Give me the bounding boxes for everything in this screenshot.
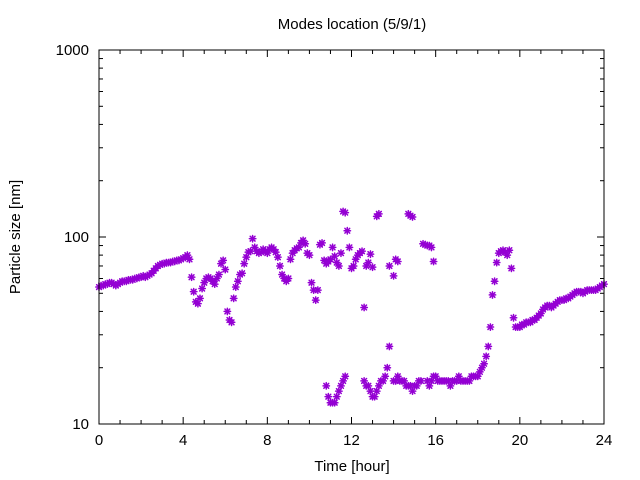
data-point xyxy=(393,257,402,266)
data-point xyxy=(341,208,350,217)
data-point xyxy=(214,270,223,279)
data-point xyxy=(362,262,371,270)
data-point xyxy=(366,387,375,396)
axis-tick-labels: 0 4 8 12 16 20 24 10 100 1000 xyxy=(56,42,613,449)
data-point xyxy=(227,318,236,327)
data-point xyxy=(492,258,501,267)
data-point xyxy=(343,226,352,235)
data-point xyxy=(193,299,202,308)
data-point xyxy=(210,280,219,289)
data-point xyxy=(324,392,333,401)
data-point xyxy=(328,243,337,252)
data-point xyxy=(374,209,383,218)
x-tick-label: 24 xyxy=(596,432,613,449)
data-point xyxy=(189,287,198,296)
axis-ticks xyxy=(98,50,605,425)
chart-title: Modes location (5/9/1) xyxy=(278,16,426,33)
data-point xyxy=(383,363,392,372)
x-axis-label: Time [hour] xyxy=(314,458,389,475)
data-point xyxy=(486,323,495,331)
data-point xyxy=(196,294,204,303)
data-point xyxy=(505,246,514,255)
data-point xyxy=(231,283,240,291)
data-point xyxy=(198,284,207,293)
x-tick-label: 0 xyxy=(95,432,103,449)
data-point xyxy=(368,263,377,272)
data-point xyxy=(305,251,314,260)
data-point xyxy=(334,262,343,270)
data-point xyxy=(509,313,518,322)
data-point xyxy=(358,247,366,256)
data-point xyxy=(416,376,425,385)
data-point xyxy=(490,277,499,286)
data-point xyxy=(429,257,438,266)
data-point xyxy=(313,286,322,295)
data-point xyxy=(286,255,295,264)
data-point xyxy=(273,253,282,262)
data-point xyxy=(484,342,493,351)
x-tick-label: 20 xyxy=(511,432,528,449)
data-point xyxy=(284,274,293,283)
data-point xyxy=(341,372,350,381)
data-point xyxy=(311,296,320,305)
data-point xyxy=(185,255,194,264)
x-tick-label: 4 xyxy=(179,432,187,449)
data-point xyxy=(221,265,230,274)
data-point xyxy=(349,262,358,270)
data-point xyxy=(238,269,247,278)
data-point xyxy=(318,238,326,247)
data-point xyxy=(507,264,516,273)
data-point xyxy=(233,277,242,286)
data-point xyxy=(480,359,489,368)
data-point xyxy=(389,271,398,280)
data-point xyxy=(370,392,379,401)
data-point xyxy=(322,381,331,390)
data-point xyxy=(248,234,257,243)
data-point xyxy=(364,258,373,267)
x-tick-label: 8 xyxy=(263,432,271,449)
data-point xyxy=(427,243,436,252)
data-point xyxy=(223,307,232,316)
data-point xyxy=(337,249,345,258)
y-tick-label: 1000 xyxy=(56,42,89,59)
data-point xyxy=(385,262,394,270)
y-tick-label: 100 xyxy=(64,229,89,246)
data-point xyxy=(330,252,339,261)
data-point xyxy=(366,250,375,259)
data-point xyxy=(360,303,369,312)
y-tick-label: 10 xyxy=(72,416,89,433)
data-point xyxy=(381,372,390,381)
data-point xyxy=(482,352,491,361)
data-point xyxy=(301,239,310,248)
data-point xyxy=(229,294,238,303)
data-point xyxy=(219,256,228,265)
data-point xyxy=(240,259,249,268)
data-point xyxy=(345,243,354,252)
data-point xyxy=(326,255,335,264)
data-points xyxy=(95,207,608,407)
y-axis-label: Particle size [nm] xyxy=(7,180,24,294)
data-point xyxy=(276,262,284,270)
data-point xyxy=(330,398,339,407)
data-point xyxy=(187,273,196,282)
data-point xyxy=(488,290,497,299)
data-point xyxy=(385,342,394,351)
x-tick-label: 16 xyxy=(427,432,444,449)
x-tick-label: 12 xyxy=(343,432,360,449)
data-point xyxy=(307,278,316,287)
data-point xyxy=(332,392,341,401)
plot-frame xyxy=(98,49,605,425)
data-point xyxy=(408,213,417,221)
